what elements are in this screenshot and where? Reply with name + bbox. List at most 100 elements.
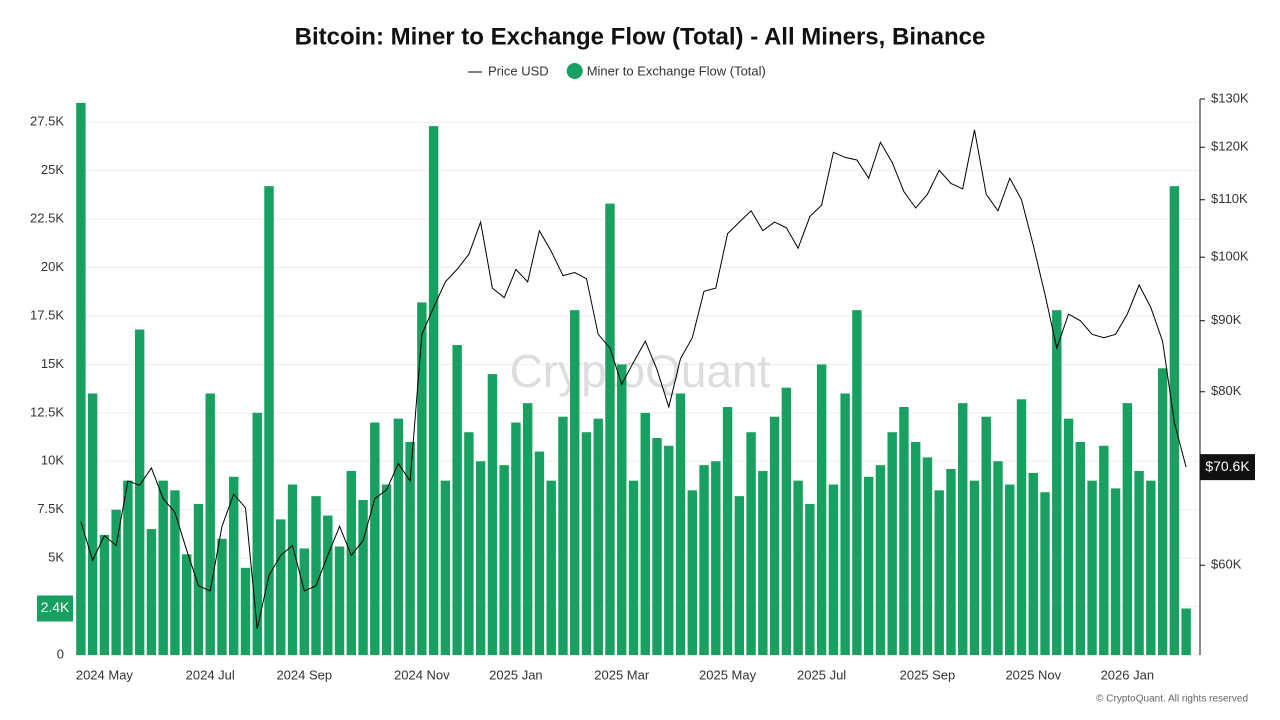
bar	[428, 126, 439, 655]
bar	[1040, 492, 1050, 655]
bar	[417, 302, 427, 655]
y-tick-label: 25K	[41, 162, 64, 177]
bar	[1122, 403, 1133, 655]
watermark: CryptoQuant	[510, 345, 771, 397]
y2-tick-label: $130K	[1211, 90, 1249, 105]
price-line	[80, 129, 1187, 629]
x-tick-label: 2024 Nov	[394, 667, 450, 682]
bar	[699, 465, 709, 655]
y2-tick-label: $60K	[1211, 557, 1242, 572]
bar	[111, 509, 121, 655]
bar	[393, 418, 404, 655]
bar	[816, 364, 827, 655]
bar	[852, 310, 862, 655]
bar	[475, 461, 486, 655]
y2-tick-label: $90K	[1211, 312, 1242, 327]
bar	[746, 432, 756, 655]
bar	[722, 407, 733, 655]
y-tick-label: 12.5K	[30, 404, 64, 419]
bar	[1052, 310, 1062, 655]
y2-tick-label: $120K	[1211, 139, 1249, 154]
bar	[452, 345, 462, 655]
bar	[287, 484, 298, 655]
bar	[229, 476, 239, 655]
bar	[1005, 484, 1015, 655]
credit: © CryptoQuant. All rights reserved	[1096, 694, 1248, 705]
bar	[969, 480, 980, 655]
bar	[570, 310, 580, 655]
annotation-box	[37, 595, 73, 622]
bar	[522, 403, 533, 655]
bar	[370, 422, 380, 655]
bar	[1157, 368, 1168, 655]
y-tick-label: 7.5K	[37, 501, 64, 516]
bar	[276, 519, 286, 655]
bar	[875, 465, 886, 655]
bar	[887, 432, 897, 655]
y-tick-label: 15K	[41, 356, 64, 371]
bar	[170, 490, 180, 655]
y-tick-label: 27.5K	[30, 114, 64, 129]
bar	[628, 480, 639, 655]
x-tick-label: 2024 May	[76, 667, 134, 682]
bar	[910, 441, 921, 655]
bar	[758, 470, 768, 655]
bar	[593, 418, 603, 655]
bar	[87, 393, 98, 655]
x-tick-label: 2024 Jul	[186, 667, 235, 682]
bar	[181, 554, 192, 655]
annotation-label: 2.4K	[41, 599, 70, 615]
legend: Price USD Miner to Exchange Flow (Total)	[468, 63, 766, 79]
bar	[240, 567, 251, 655]
bar	[464, 432, 474, 655]
bar	[323, 515, 333, 655]
bar	[958, 403, 968, 655]
bar	[734, 496, 745, 655]
bar	[781, 387, 792, 655]
bar	[1016, 399, 1027, 655]
bar	[511, 422, 521, 655]
bar	[334, 546, 345, 655]
bar	[711, 461, 721, 655]
bar	[299, 548, 309, 655]
bar	[193, 503, 204, 655]
bar	[1099, 445, 1109, 655]
y2-tick-label: $110K	[1211, 191, 1248, 206]
bar	[311, 496, 321, 655]
bar	[793, 480, 803, 655]
value-annotation: $70.6K	[1200, 454, 1255, 481]
y2-tick-label: $100K	[1211, 249, 1249, 264]
legend-label: Miner to Exchange Flow (Total)	[587, 63, 766, 78]
x-tick-label: 2025 Nov	[1005, 667, 1061, 682]
bar	[123, 480, 133, 655]
bar	[1087, 480, 1097, 655]
bar	[405, 441, 415, 655]
bar	[993, 461, 1003, 655]
bar	[934, 490, 944, 655]
legend-marker	[566, 63, 583, 79]
bar	[899, 407, 909, 655]
annotation-box	[1200, 454, 1255, 481]
x-tick-label: 2025 Jul	[797, 667, 846, 682]
bar	[558, 416, 568, 655]
annotation-label: $70.6K	[1205, 458, 1250, 474]
bar	[946, 469, 956, 655]
bar	[664, 445, 674, 655]
bar	[546, 480, 556, 655]
bar	[264, 186, 274, 655]
bar	[358, 500, 368, 655]
legend-label: Price USD	[488, 63, 549, 78]
y-tick-label: 10K	[41, 453, 64, 468]
x-tick-label: 2025 Mar	[594, 667, 650, 682]
y-tick-label: 20K	[41, 259, 64, 274]
bar	[828, 484, 839, 655]
y-tick-label: 17.5K	[30, 307, 64, 322]
bar	[499, 465, 509, 655]
bar	[205, 393, 215, 655]
x-tick-label: 2025 Sep	[900, 667, 956, 682]
bar	[217, 538, 227, 655]
x-tick-label: 2025 May	[699, 667, 757, 682]
bar	[146, 529, 157, 655]
bar	[1110, 488, 1121, 655]
